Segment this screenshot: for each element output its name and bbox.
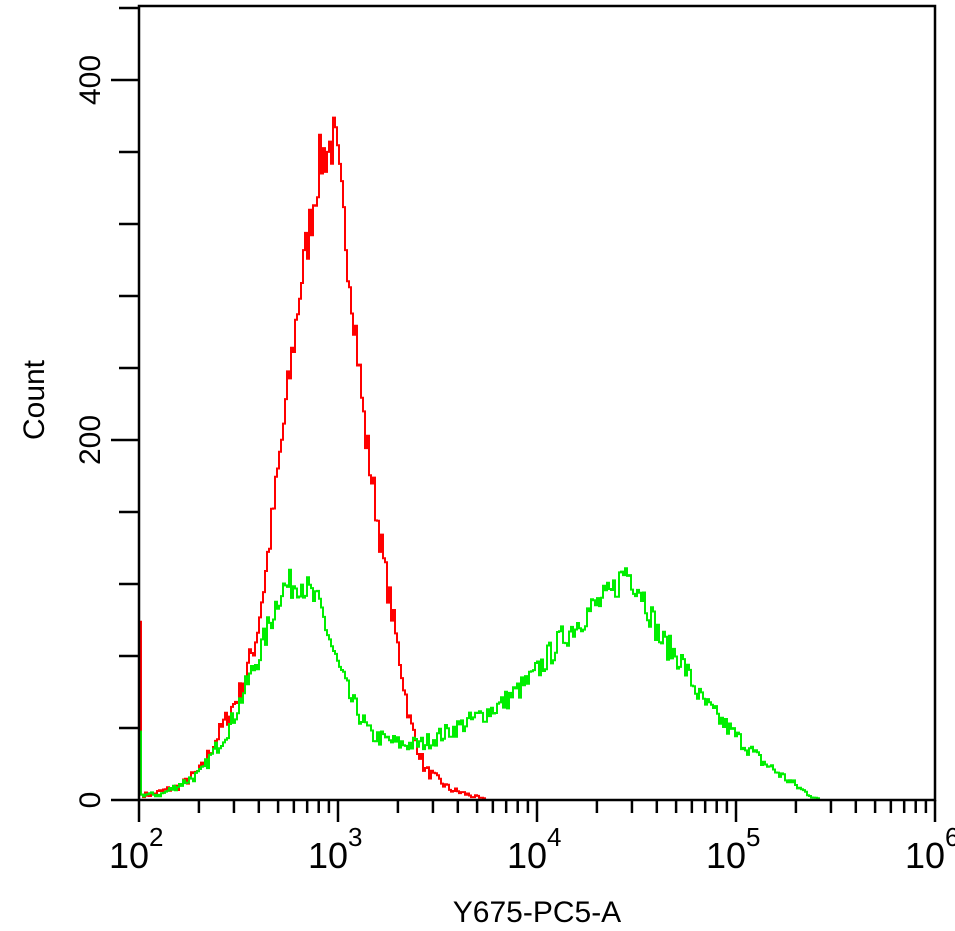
x-tick-label: 105 xyxy=(706,822,761,876)
plot-frame xyxy=(137,4,937,802)
x-tick-label: 102 xyxy=(109,822,164,876)
y-axis-title: Count xyxy=(18,359,51,440)
x-tick-label: 103 xyxy=(308,822,363,876)
x-tick-label: 106 xyxy=(905,822,955,876)
series-red-line xyxy=(139,116,488,801)
axes-layer: 0 200 400 102 103 104 105 106 xyxy=(74,4,955,876)
series-layer xyxy=(139,116,820,801)
series-green-line xyxy=(139,567,820,800)
x-axis-title: Y675-PC5-A xyxy=(453,896,621,929)
y-tick-label: 400 xyxy=(74,55,107,105)
y-tick-label: 200 xyxy=(74,415,107,465)
y-tick-label: 0 xyxy=(74,792,107,809)
x-tick-label: 104 xyxy=(507,822,562,876)
